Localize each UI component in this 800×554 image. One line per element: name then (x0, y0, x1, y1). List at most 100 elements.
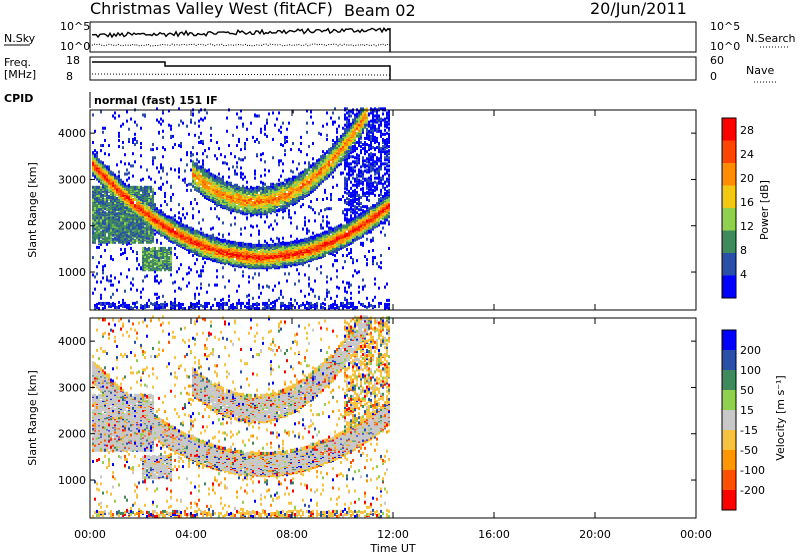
heatmap-cell (238, 241, 240, 245)
heatmap-cell (192, 239, 194, 243)
heatmap-cell (244, 209, 246, 213)
heatmap-cell (196, 170, 198, 174)
heatmap-cell (180, 217, 182, 221)
heatmap-cell (228, 247, 230, 251)
heatmap-cell (290, 240, 292, 244)
heatmap-cell (160, 117, 162, 121)
heatmap-cell (278, 182, 280, 186)
heatmap-cell (174, 300, 176, 304)
heatmap-cell (198, 230, 200, 234)
heatmap-cell (202, 118, 204, 122)
heatmap-cell (114, 208, 116, 212)
heatmap-cell (96, 245, 98, 249)
heatmap-cell (198, 274, 200, 278)
heatmap-cell (278, 249, 280, 253)
heatmap-cell (122, 146, 124, 150)
heatmap-cell (162, 305, 164, 309)
heatmap-cell (132, 137, 134, 141)
heatmap-cell (170, 195, 172, 199)
heatmap-cell (130, 185, 132, 189)
heatmap-cell (150, 301, 152, 305)
heatmap-cell (186, 153, 188, 157)
heatmap-cell (250, 199, 252, 203)
heatmap-cell (140, 234, 142, 238)
heatmap-cell (178, 203, 180, 207)
heatmap-cell (208, 190, 210, 194)
heatmap-cell (196, 286, 198, 290)
heatmap-cell (280, 241, 282, 245)
heatmap-cell (150, 247, 152, 251)
heatmap-cell (104, 264, 106, 268)
heatmap-cell (254, 249, 256, 253)
heatmap-cell (92, 204, 94, 208)
heatmap-cell (282, 202, 284, 206)
heatmap-cell (264, 263, 266, 267)
heatmap-cell (208, 283, 210, 287)
heatmap-cell (120, 226, 122, 230)
heatmap-cell (288, 261, 290, 265)
heatmap-cell (144, 250, 146, 254)
heatmap-cell (136, 198, 138, 202)
heatmap-cell (130, 224, 132, 228)
heatmap-cell (212, 237, 214, 241)
heatmap-cell (236, 183, 238, 187)
heatmap-cell (252, 186, 254, 190)
heatmap-cell (272, 185, 274, 189)
heatmap-cell (222, 266, 224, 270)
heatmap-cell (216, 236, 218, 240)
heatmap-cell (140, 224, 142, 228)
heatmap-cell (144, 212, 146, 216)
heatmap-cell (156, 300, 158, 304)
heatmap-cell (104, 248, 106, 252)
heatmap-cell (114, 216, 116, 220)
heatmap-cell (188, 226, 190, 230)
heatmap-cell (152, 258, 154, 262)
heatmap-cell (114, 227, 116, 231)
heatmap-cell (280, 252, 282, 255)
heatmap-cell (112, 258, 114, 262)
heatmap-cell (208, 195, 210, 199)
heatmap-cell (282, 181, 284, 185)
heatmap-cell (156, 305, 158, 309)
heatmap-cell (128, 190, 130, 194)
heatmap-cell (198, 119, 200, 123)
heatmap-cell (108, 208, 110, 212)
heatmap-cell (128, 307, 130, 310)
heatmap-cell (166, 266, 168, 270)
heatmap-cell (144, 261, 146, 265)
heatmap-cell (286, 304, 288, 308)
heatmap-cell (98, 221, 100, 225)
heatmap-cell (282, 162, 284, 166)
heatmap-cell (148, 199, 150, 203)
heatmap-cell (98, 236, 100, 240)
freq-tick-bottom: 8 (66, 70, 73, 83)
heatmap-cell (120, 206, 122, 210)
heatmap-cell (236, 256, 238, 260)
heatmap-cell (192, 302, 194, 306)
heatmap-cell (124, 162, 126, 166)
heatmap-cell (118, 215, 120, 219)
heatmap-cell (96, 151, 98, 155)
heatmap-cell (218, 183, 220, 187)
heatmap-cell (150, 240, 152, 244)
heatmap-cell (170, 303, 172, 307)
heatmap-cell (266, 215, 268, 219)
heatmap-cell (184, 169, 186, 173)
noise-tick-right-top: 10^5 (710, 20, 740, 33)
heatmap-cell (246, 216, 248, 220)
freq-trace (92, 61, 391, 80)
heatmap-cell (268, 252, 270, 255)
heatmap-cell (126, 257, 128, 261)
heatmap-cell (262, 256, 264, 260)
heatmap-cell (104, 236, 106, 240)
heatmap-cell (286, 127, 288, 131)
heatmap-cell (254, 207, 256, 211)
nave-tick-top: 60 (710, 54, 724, 67)
heatmap-cell (264, 182, 266, 186)
heatmap-cell (224, 256, 226, 260)
heatmap-cell (258, 193, 260, 197)
heatmap-cell (202, 152, 204, 156)
heatmap-cell (158, 170, 160, 174)
noise-panel (89, 21, 697, 53)
heatmap-cell (288, 209, 290, 213)
